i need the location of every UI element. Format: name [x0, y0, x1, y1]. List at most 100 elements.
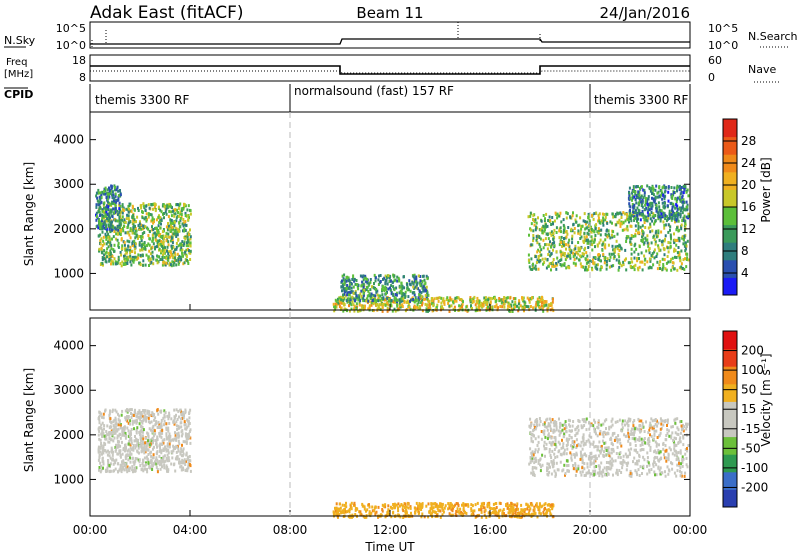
range-gate-cell — [611, 443, 614, 447]
colorbar-swatch — [723, 119, 737, 138]
range-gate-cell — [139, 235, 142, 238]
range-gate-cell — [338, 508, 341, 512]
range-gate-cell — [113, 202, 116, 206]
range-gate-cell — [535, 502, 538, 506]
range-gate-cell — [154, 226, 157, 230]
range-gate-cell — [141, 253, 144, 257]
range-gate-cell — [189, 441, 192, 445]
range-gate-cell — [136, 215, 139, 219]
range-gate-cell — [167, 252, 170, 256]
range-gate-cell — [356, 283, 358, 287]
range-gate-cell — [404, 510, 407, 514]
range-gate-cell — [175, 235, 178, 238]
range-gate-cell — [127, 468, 130, 472]
range-gate-cell — [347, 276, 350, 280]
range-gate-cell — [372, 293, 375, 297]
range-gate-cell — [145, 455, 148, 459]
range-gate-cell — [105, 226, 107, 230]
range-gate-cell — [666, 246, 669, 250]
range-gate-cell — [98, 247, 101, 251]
range-gate-cell — [179, 465, 182, 469]
range-gate-cell — [111, 215, 114, 219]
range-gate-cell — [114, 260, 117, 264]
range-gate-cell — [611, 244, 614, 248]
range-gate-cell — [666, 418, 669, 422]
range-gate-cell — [166, 414, 169, 418]
range-gate-cell — [423, 283, 426, 287]
range-gate-cell — [379, 298, 381, 302]
range-gate-cell — [393, 279, 396, 283]
range-gate-cell — [332, 302, 335, 306]
range-gate-cell — [345, 299, 348, 303]
range-gate-cell — [617, 221, 620, 225]
range-gate-cell — [550, 230, 553, 234]
range-gate-cell — [121, 244, 124, 248]
range-gate-cell — [501, 512, 504, 516]
range-gate-cell — [679, 259, 682, 263]
range-gate-cell — [118, 207, 121, 211]
range-gate-cell — [632, 190, 635, 193]
range-gate-cell — [180, 450, 183, 453]
range-gate-cell — [678, 253, 681, 257]
range-gate-cell — [538, 242, 541, 246]
range-gate-cell — [100, 423, 103, 427]
range-gate-cell — [110, 262, 112, 266]
range-gate-cell — [652, 263, 655, 267]
range-gate-cell — [151, 412, 154, 416]
range-gate-cell — [100, 427, 103, 430]
range-gate-cell — [641, 235, 643, 239]
range-gate-cell — [126, 226, 129, 229]
range-gate-cell — [586, 254, 589, 258]
range-gate-cell — [122, 229, 125, 233]
range-gate-cell — [181, 432, 184, 436]
range-gate-cell — [650, 254, 653, 257]
range-gate-cell — [113, 459, 116, 463]
range-gate-cell — [120, 413, 123, 417]
range-gate-cell — [142, 469, 145, 473]
range-gate-cell — [629, 261, 631, 265]
range-gate-cell — [683, 200, 686, 204]
range-gate-cell — [390, 284, 393, 288]
range-gate-cell — [121, 247, 124, 250]
range-gate-cell — [664, 444, 667, 448]
range-gate-cell — [537, 459, 540, 463]
range-gate-cell — [653, 214, 656, 218]
range-gate-cell — [118, 210, 121, 214]
range-gate-cell — [342, 309, 345, 313]
range-gate-cell — [146, 467, 148, 471]
range-gate-cell — [188, 458, 191, 462]
range-gate-cell — [552, 503, 555, 507]
range-gate-cell — [123, 218, 126, 222]
range-gate-cell — [586, 268, 588, 272]
range-gate-cell — [574, 453, 577, 457]
range-gate-cell — [152, 424, 155, 428]
range-gate-cell — [659, 219, 662, 223]
range-gate-cell — [152, 207, 154, 211]
range-gate-cell — [483, 513, 486, 517]
range-gate-cell — [657, 195, 660, 199]
range-gate-cell — [508, 302, 511, 306]
range-gate-cell — [421, 280, 424, 283]
range-gate-cell — [105, 235, 108, 238]
range-gate-cell — [140, 227, 143, 231]
range-gate-cell — [545, 442, 548, 446]
range-gate-cell — [167, 235, 170, 239]
range-gate-cell — [383, 289, 386, 293]
range-gate-cell — [98, 249, 101, 253]
range-gate-cell — [647, 205, 650, 209]
range-gate-cell — [477, 303, 480, 307]
range-gate-cell — [374, 513, 377, 517]
range-gate-cell — [148, 206, 151, 210]
range-gate-cell — [413, 306, 415, 310]
range-gate-cell — [155, 233, 158, 237]
range-gate-cell — [126, 239, 129, 243]
range-gate-cell — [659, 248, 662, 252]
range-gate-cell — [555, 420, 558, 424]
range-gate-cell — [402, 299, 404, 302]
range-gate-cell — [671, 205, 674, 209]
range-gate-cell — [640, 200, 643, 204]
range-gate-cell — [618, 243, 621, 247]
range-gate-cell — [119, 251, 122, 254]
range-gate-cell — [633, 265, 636, 268]
range-gate-cell — [371, 505, 374, 509]
